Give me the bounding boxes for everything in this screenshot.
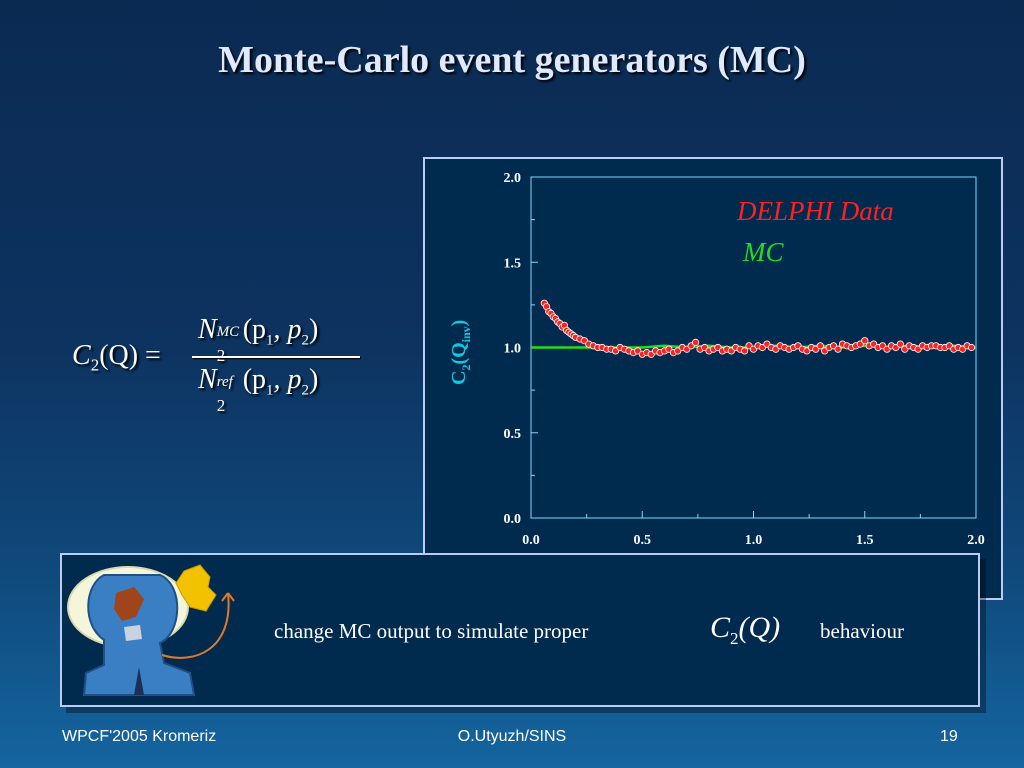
x-tick-label: 1.5 bbox=[856, 533, 874, 548]
x-tick-label: 2.0 bbox=[967, 533, 985, 548]
formula-den-p2-sub: 2 bbox=[301, 382, 310, 399]
formula-den-args: (p bbox=[242, 364, 267, 395]
footer-center: O.Utyuzh/SINS bbox=[457, 728, 567, 745]
x-tick-label: 0.0 bbox=[522, 533, 540, 548]
formula-lhs-arg: (Q) = bbox=[99, 340, 161, 371]
fraction-bar bbox=[192, 356, 360, 358]
x-tick-label: 1.0 bbox=[745, 533, 763, 548]
formula-den-close: ) bbox=[309, 364, 319, 395]
caption-formula: C2(Q) bbox=[710, 611, 780, 649]
c2-formula: C2(Q) = N MC 2 (p1, p2) N ref 2 (p1, p2) bbox=[72, 312, 382, 415]
formula-numerator: N MC 2 (p1, p2) bbox=[198, 314, 319, 365]
thinking-head-clipart bbox=[67, 564, 235, 696]
formula-lhs-symbol: C bbox=[72, 340, 91, 371]
legend-delphi: DELPHI Data bbox=[736, 196, 894, 226]
formula-den-sub: 2 bbox=[216, 396, 226, 415]
data-point bbox=[691, 338, 700, 346]
formula-num-p2-sub: 2 bbox=[301, 332, 310, 349]
formula-num-p1-sub: 1 bbox=[266, 332, 274, 349]
formula-denominator: N ref 2 (p1, p2) bbox=[198, 364, 319, 415]
slide-title: Monte-Carlo event generators (MC) bbox=[218, 39, 806, 81]
c2-chart: 0.0 0.5 1.0 1.5 2.0 0.0 0.5 1.0 1.5 2.0 DELPHI Da… bbox=[448, 171, 985, 548]
y-axis-label-inv: inv bbox=[459, 326, 473, 342]
formula-lhs: C2(Q) = bbox=[72, 340, 161, 376]
caption-formula-symbol: C bbox=[710, 611, 731, 644]
y-axis-label-close: ) bbox=[448, 320, 470, 327]
chart-frame bbox=[423, 157, 1003, 600]
formula-den-mid: , p bbox=[273, 364, 302, 395]
caption-text: change MC output to simulate proper bbox=[274, 619, 589, 643]
data-point bbox=[967, 343, 976, 352]
y-axis-label-sub: 2 bbox=[459, 365, 473, 371]
formula-num-args: (p bbox=[242, 314, 267, 345]
y-tick-label: 1.0 bbox=[504, 342, 522, 357]
y-tick-label: 1.5 bbox=[504, 256, 522, 271]
x-tick-label: 0.5 bbox=[634, 533, 652, 548]
data-point bbox=[896, 340, 904, 348]
data-point bbox=[816, 342, 824, 350]
formula-den-symbol: N bbox=[198, 364, 217, 395]
footer-page-number: 19 bbox=[940, 728, 958, 745]
y-tick-label: 2.0 bbox=[504, 171, 522, 186]
y-tick-label: 0.0 bbox=[504, 512, 522, 527]
caption-after: behaviour bbox=[820, 619, 904, 643]
caption-formula-sub: 2 bbox=[730, 629, 739, 648]
legend-mc: MC bbox=[742, 237, 784, 267]
data-point bbox=[834, 345, 842, 353]
caption-box: change MC output to simulate proper C2(Q… bbox=[60, 553, 980, 707]
y-axis-label-paren: (Q bbox=[448, 342, 470, 364]
data-point bbox=[861, 337, 869, 345]
formula-num-symbol: N bbox=[198, 314, 217, 345]
caption-formula-arg: (Q) bbox=[738, 611, 781, 644]
axes-layer: 0.0 0.5 1.0 1.5 2.0 0.0 0.5 1.0 1.5 2.0 bbox=[504, 171, 985, 548]
y-axis-label: C2(Qinv) bbox=[448, 320, 473, 385]
footer-left: WPCF'2005 Kromeriz bbox=[62, 728, 217, 745]
y-tick-label: 0.5 bbox=[504, 427, 522, 442]
formula-den-p1-sub: 1 bbox=[266, 382, 274, 399]
formula-num-sub: 2 bbox=[217, 346, 226, 366]
formula-den-sup: ref bbox=[216, 374, 233, 390]
formula-num-sup: MC bbox=[216, 324, 240, 340]
formula-num-close: ) bbox=[309, 314, 319, 345]
formula-num-mid: , p bbox=[273, 314, 302, 345]
delphi-series bbox=[540, 299, 976, 358]
data-point bbox=[740, 347, 749, 355]
formula-lhs-sub: 2 bbox=[90, 355, 100, 375]
y-axis-label-symbol: C bbox=[448, 371, 470, 385]
